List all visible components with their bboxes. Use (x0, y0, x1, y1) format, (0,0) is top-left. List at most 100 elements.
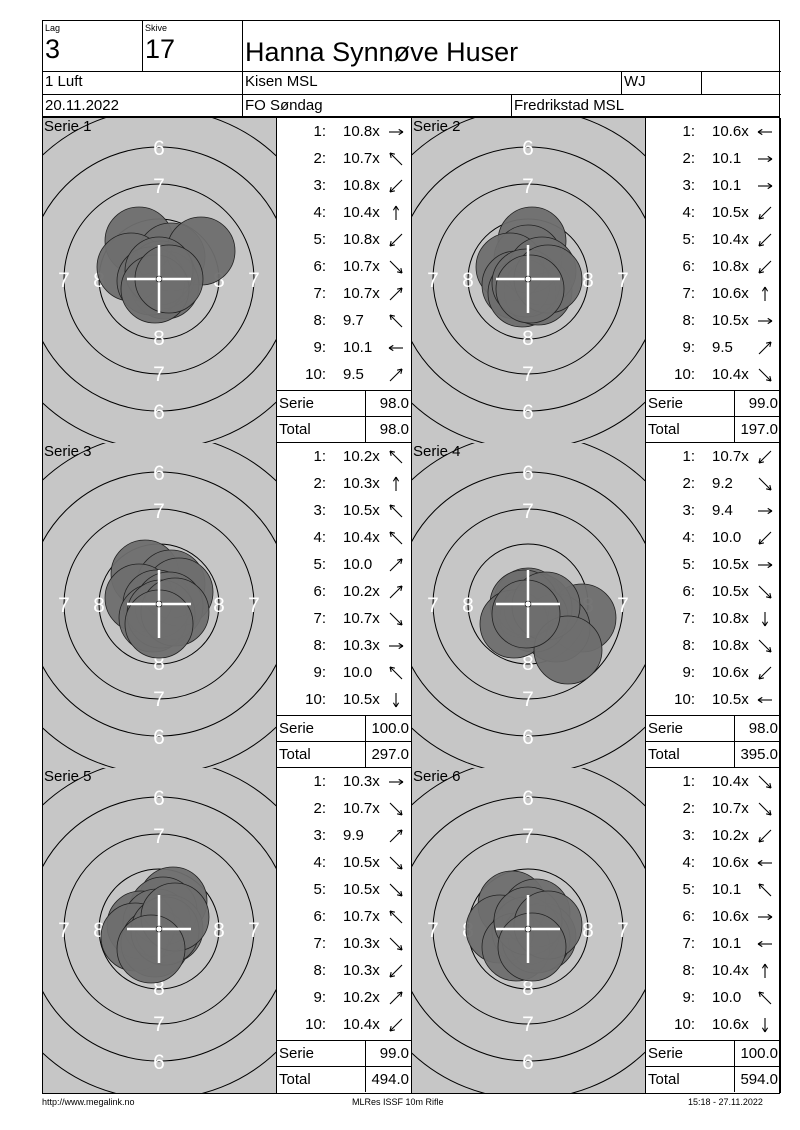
shot-number: 5: (682, 556, 695, 573)
shot-row: 7: 10.7x (277, 280, 412, 307)
running-total-row: Total 594.0 (646, 1066, 781, 1092)
shot-row: 7: 10.8x (646, 605, 781, 632)
shot-number: 3: (313, 827, 326, 844)
shot-number: 3: (682, 177, 695, 194)
direction-arrow-icon (758, 913, 773, 921)
target-ring (432, 183, 624, 375)
shot-number: 9: (682, 664, 695, 681)
ring-number: 8 (93, 594, 105, 617)
ring-number: 8 (93, 269, 105, 292)
direction-arrow-icon (389, 1018, 403, 1032)
shot-number: 10: (674, 691, 695, 708)
class-field: 1 Luft (45, 73, 83, 90)
ring-number: 6 (522, 726, 534, 749)
sum-value: 197.0 (740, 421, 778, 438)
lag-value: 3 (45, 34, 61, 64)
shot-row: 6: 10.5x (646, 578, 781, 605)
shot-row: 6: 10.6x (646, 903, 781, 930)
shot-number: 1: (313, 448, 326, 465)
shot-list: 1: 10.3x 2: 10.7x 3: 9.9 4: 10.5x 5: 10.5x 6: 10.7x… (277, 768, 412, 1093)
direction-arrow-icon (389, 558, 403, 572)
direction-arrow-icon (761, 612, 769, 627)
serie-total-row: Serie 99.0 (277, 1040, 412, 1066)
shot-value: 10.8x (712, 637, 749, 654)
direction-arrow-icon (758, 585, 772, 599)
shot-number: 9: (313, 664, 326, 681)
shot-number: 8: (313, 962, 326, 979)
direction-arrow-icon (389, 260, 403, 274)
shooter-name: Hanna Synnøve Huser (245, 37, 519, 67)
shot-value: 10.6x (712, 664, 749, 681)
ring-number: 6 (153, 462, 165, 485)
shot-value: 10.5x (343, 502, 380, 519)
sum-value: 99.0 (379, 1045, 409, 1062)
shot-value: 10.0 (343, 556, 373, 573)
direction-arrow-icon (757, 859, 772, 867)
ring-number: 7 (153, 1013, 165, 1036)
direction-arrow-icon (758, 531, 772, 545)
shot-value: 10.3x (343, 475, 380, 492)
shot-row: 10: 10.6x (646, 1011, 781, 1038)
ring-number: 8 (153, 977, 165, 1000)
shot-number: 2: (682, 800, 695, 817)
sum-label: Serie (648, 395, 684, 412)
shot-row: 10: 10.5x (277, 686, 412, 713)
shot-number: 8: (682, 312, 695, 329)
shot-value: 9.2 (712, 475, 733, 492)
shot-number: 2: (682, 150, 695, 167)
ring-number: 6 (522, 787, 534, 810)
direction-arrow-icon (758, 829, 772, 843)
shot-value: 10.8x (712, 610, 749, 627)
direction-arrow-icon (389, 504, 403, 518)
weapon-code: WJ (624, 73, 646, 90)
shot-row: 6: 10.7x (277, 903, 412, 930)
footer-printed: 15:18 - 27.11.2022 (688, 1097, 763, 1107)
shot-value: 10.5x (712, 583, 749, 600)
shot-row: 1: 10.6x (646, 118, 781, 145)
sum-value: 494.0 (371, 1071, 409, 1088)
event-field: FO Søndag (245, 97, 323, 114)
shot-row: 2: 9.2 (646, 470, 781, 497)
direction-arrow-icon (758, 802, 772, 816)
shot-number: 8: (313, 637, 326, 654)
ring-number: 7 (522, 1013, 534, 1036)
shot-number: 5: (682, 231, 695, 248)
ring-number: 7 (522, 688, 534, 711)
direction-arrow-icon (758, 477, 772, 491)
shot-row: 9: 10.1 (277, 334, 412, 361)
ring-number: 7 (617, 269, 629, 292)
target-ring (43, 146, 276, 412)
target-ring (63, 833, 255, 1025)
series-block-3: 6 7 8 7 6 7 7 8 8 Serie 3 1: 10.2x 2: 10.3x 3: 10.5x 4: 1… (43, 443, 412, 768)
ring-number: 6 (153, 1051, 165, 1074)
direction-arrow-icon (389, 450, 403, 464)
direction-arrow-icon (389, 937, 403, 951)
ring-number: 8 (153, 327, 165, 350)
footer-software: MLRes ISSF 10m Rifle (352, 1097, 444, 1107)
shot-row: 3: 10.8x (277, 172, 412, 199)
direction-arrow-icon (758, 233, 772, 247)
shot-row: 1: 10.8x (277, 118, 412, 145)
direction-arrow-icon (389, 964, 403, 978)
shot-list: 1: 10.6x 2: 10.1 3: 10.1 4: 10.5x 5: 10.4x 6: 10.8x… (646, 118, 781, 443)
shot-row: 5: 10.0 (277, 551, 412, 578)
serie-title: Serie 6 (413, 768, 461, 785)
shot-value: 10.3x (343, 637, 380, 654)
shot-value: 9.5 (343, 366, 364, 383)
ring-number: 6 (153, 401, 165, 424)
ring-number: 7 (58, 269, 70, 292)
ring-number: 8 (582, 269, 594, 292)
direction-arrow-icon (392, 693, 400, 708)
shot-hole (491, 579, 561, 649)
shot-row: 6: 10.7x (277, 253, 412, 280)
shot-row: 9: 10.2x (277, 984, 412, 1011)
target-ring (432, 508, 624, 700)
ring-number: 7 (153, 825, 165, 848)
direction-arrow-icon (389, 287, 403, 301)
direction-arrow-icon (757, 696, 772, 704)
shot-value: 10.6x (712, 123, 749, 140)
skive-label: Skive (145, 23, 168, 33)
result-header: Lag 3 Skive 17 Hanna Synnøve Huser 1 Luf… (42, 20, 781, 118)
shot-number: 3: (313, 177, 326, 194)
